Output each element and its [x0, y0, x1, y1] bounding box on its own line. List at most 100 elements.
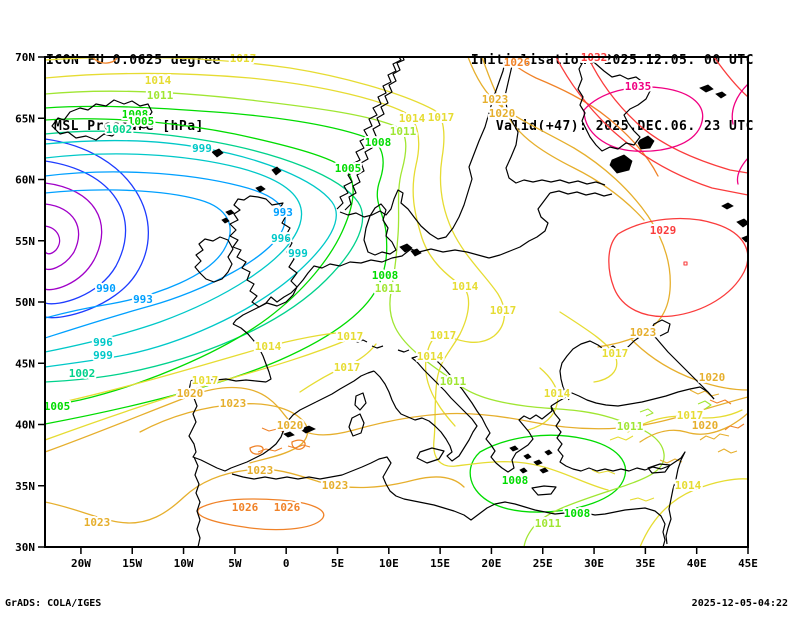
island — [523, 453, 532, 460]
isobar-value-label: 1014 — [255, 340, 282, 353]
terrain-detail-contour — [609, 435, 634, 441]
coastline — [504, 57, 606, 186]
isobar-value-label: 1017 — [192, 374, 219, 387]
coastline — [649, 319, 671, 337]
isobar-value-label: 1014 — [452, 280, 479, 293]
island — [721, 202, 734, 210]
isobar-1020 — [481, 57, 645, 221]
island — [637, 135, 655, 150]
isobar-value-label: 1008 — [564, 507, 591, 520]
coastline — [344, 57, 405, 211]
terrain-detail-contour — [724, 423, 745, 431]
coastline — [416, 447, 445, 464]
isobar-value-label: 1020 — [692, 419, 719, 432]
isobar-value-label: 1014 — [417, 350, 444, 363]
isobar-1005 — [45, 118, 354, 409]
isobar-value-label: 1023 — [482, 93, 509, 106]
island — [519, 467, 528, 474]
coastline — [193, 456, 201, 547]
lat-tick-label: 55N — [15, 235, 35, 248]
isobar-984 — [45, 160, 127, 305]
coastline — [577, 57, 651, 152]
island — [715, 91, 727, 99]
isobar-value-label: 1011 — [147, 89, 174, 102]
terrain-detail-contour — [709, 399, 732, 405]
isobar-1017 — [45, 57, 505, 427]
lat-tick-label: 50N — [15, 296, 35, 309]
contour-labels: 1017101410111008100510029991005100810111… — [42, 49, 728, 532]
island — [741, 235, 748, 243]
isobar-1014 — [639, 478, 748, 547]
isobar-value-label: 1020 — [177, 387, 204, 400]
isobar-value-label: 1014 — [544, 387, 571, 400]
coastline — [232, 323, 272, 383]
coastline — [549, 190, 613, 197]
isobar-1017 — [559, 311, 618, 383]
coastline — [397, 349, 410, 353]
lat-tick-label: 45N — [15, 357, 35, 370]
coastline — [430, 356, 553, 473]
lat-tick-label: 60N — [15, 174, 35, 187]
isobar-value-label: 1020 — [277, 419, 304, 432]
coastline — [488, 192, 551, 259]
isobar-1014 — [45, 331, 347, 407]
isobar-value-label: 1008 — [122, 108, 149, 121]
island — [539, 467, 549, 474]
isobar-value-label: 1005 — [44, 400, 71, 413]
lat-tick-label: 30N — [15, 541, 35, 554]
lon-tick-label: 15E — [430, 557, 450, 570]
isobar-value-label: 999 — [93, 349, 113, 362]
isobar-1020 — [631, 339, 748, 391]
isobar-value-label: 1029 — [650, 224, 677, 237]
terrain-detail-contour — [591, 469, 616, 475]
isobar-1002 — [45, 130, 364, 383]
terrain-detail-contour — [261, 427, 285, 433]
isobar-993 — [45, 171, 286, 339]
coastline — [348, 413, 365, 437]
terrain-detail-contour — [717, 448, 738, 454]
island — [283, 431, 295, 438]
coastline — [371, 345, 384, 349]
isobar-value-label: 1017 — [337, 330, 364, 343]
isobar-1026 — [197, 498, 325, 531]
isobar-value-label: 1017 — [428, 111, 455, 124]
island — [221, 217, 230, 224]
isobar-value-label: 999 — [192, 142, 212, 155]
isobar-1023 — [45, 468, 465, 524]
terrain-detail-contour — [629, 497, 655, 502]
isobar-1014 — [527, 367, 559, 431]
isobar-1026 — [91, 57, 119, 64]
coastline — [550, 405, 686, 545]
isobar-1032 — [587, 57, 748, 174]
isobar-value-label: 1023 — [322, 479, 349, 492]
coastline — [410, 248, 490, 259]
island — [699, 84, 714, 93]
isobar-value-label: 1008 — [502, 474, 529, 487]
island — [299, 425, 316, 434]
island — [225, 209, 235, 216]
island — [255, 185, 266, 193]
coastline — [531, 485, 557, 496]
isobar-value-label: 996 — [93, 336, 113, 349]
terrain-detail-contour — [659, 458, 683, 464]
coastline — [559, 332, 715, 401]
isobar-996 — [45, 153, 303, 353]
island — [271, 166, 282, 176]
terrain-detail-contour — [287, 444, 311, 449]
isobar-1017 — [45, 337, 353, 441]
isobar-value-label: 993 — [273, 206, 293, 219]
map-axes: 70N 65N 60N 55N 50N 45N 40N 35N 30N 20W 15W 10W 5W 0 5… — [15, 51, 758, 570]
island — [211, 148, 224, 158]
lon-tick-label: 10W — [174, 557, 194, 570]
isobar-value-label: 1011 — [617, 420, 644, 433]
lon-tick-label: 45E — [738, 557, 758, 570]
grads-credit: GrADS: COLA/IGES — [5, 598, 102, 609]
isobar-value-label: 1017 — [230, 52, 257, 65]
isobar-value-label: 1035 — [625, 80, 652, 93]
isobar-1029 — [608, 217, 748, 318]
lon-tick-label: 5W — [228, 557, 242, 570]
lon-tick-label: 20W — [71, 557, 91, 570]
isobar-value-label: 996 — [271, 232, 291, 245]
